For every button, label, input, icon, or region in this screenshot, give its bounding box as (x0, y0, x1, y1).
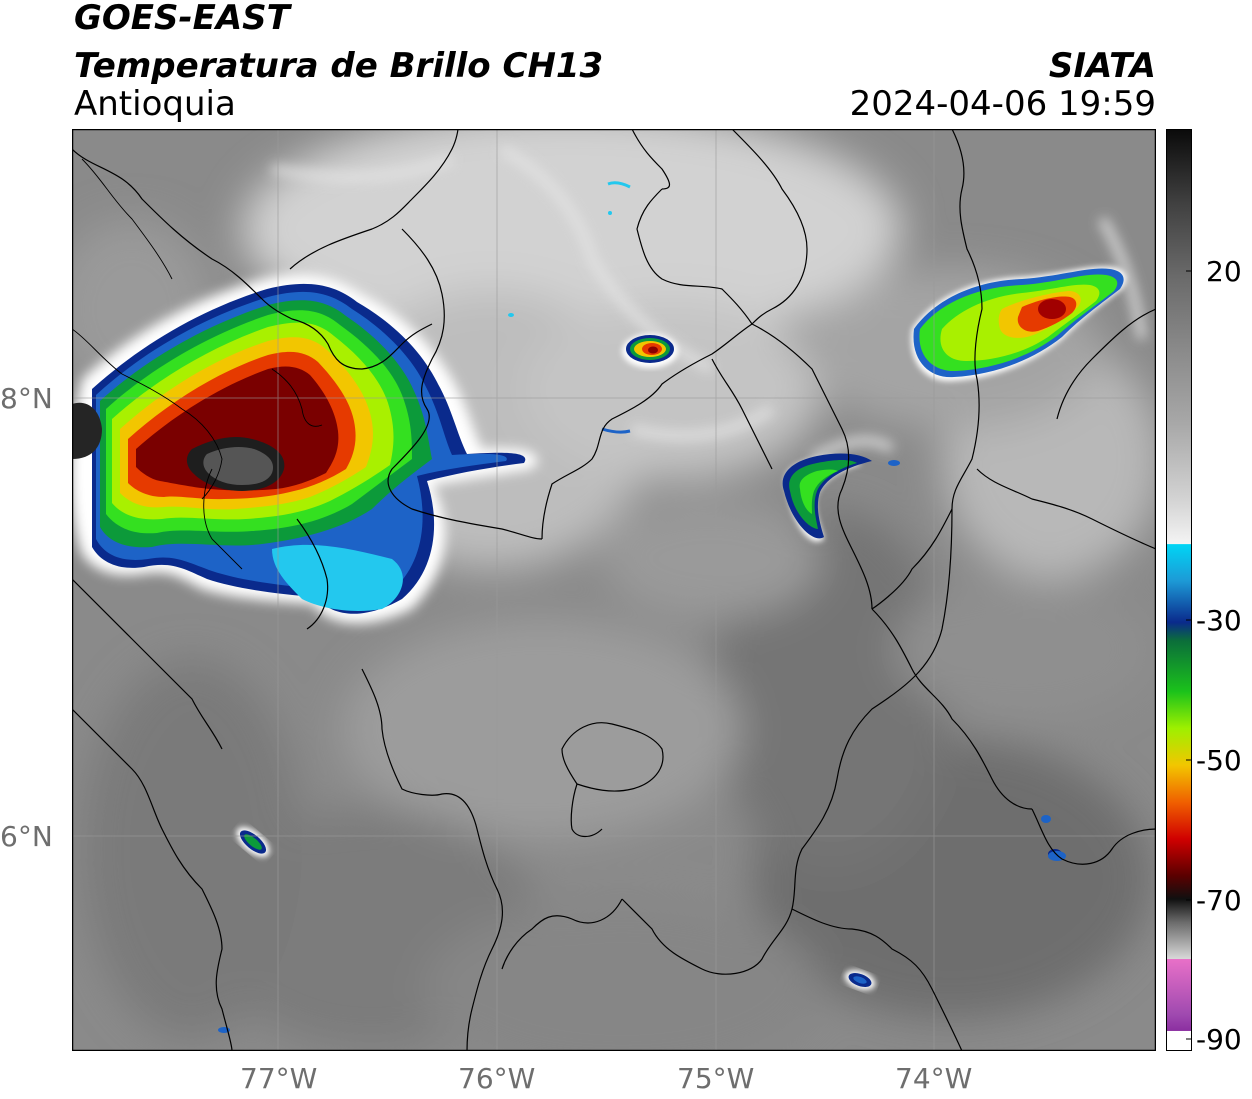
convective-system-west (72, 274, 538, 624)
agency-title: SIATA (1048, 46, 1156, 86)
satellite-title: GOES-EAST (74, 0, 290, 38)
borders (72, 129, 1156, 1051)
lon-label-74w: 74°W (895, 1062, 973, 1095)
convective-cell-northeast (911, 266, 1127, 382)
gridlines (72, 129, 1156, 1051)
lon-label-77w: 77°W (240, 1062, 318, 1095)
temperature-colorbar (1166, 129, 1192, 1051)
product-title: Temperatura de Brillo CH13 (74, 46, 604, 86)
cbar-label-20: 20 (1206, 255, 1242, 288)
cbar-label-minus50: -50 (1196, 744, 1242, 777)
cbar-label-minus90: -90 (1196, 1023, 1242, 1056)
brightness-temperature-map[interactable] (72, 129, 1156, 1051)
convective-cell-center (622, 334, 678, 368)
lon-label-76w: 76°W (458, 1062, 536, 1095)
region-title: Antioquia (74, 84, 236, 124)
datetime-label: 2024-04-06 19:59 (849, 84, 1156, 124)
cbar-label-minus30: -30 (1196, 604, 1242, 637)
lat-label-6n: 6°N (0, 820, 53, 853)
lat-label-8n: 8°N (0, 382, 53, 415)
convective-arc-east (782, 453, 900, 542)
cbar-label-minus70: -70 (1196, 884, 1242, 917)
coastline (72, 158, 323, 570)
lon-label-75w: 75°W (677, 1062, 755, 1095)
